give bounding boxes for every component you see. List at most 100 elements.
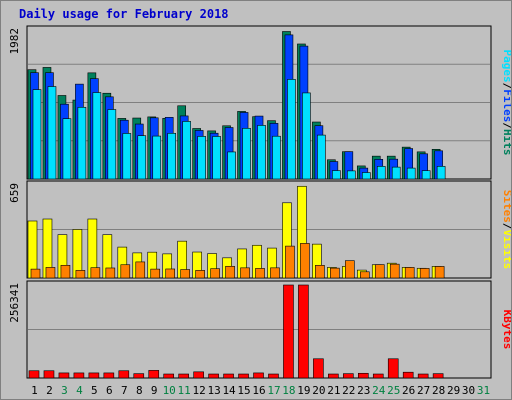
sites-bar (240, 267, 250, 279)
x-tick-label: 5 (91, 384, 98, 397)
pages-bar (257, 125, 266, 180)
hits-ymax-label: 1982 (8, 28, 21, 55)
pages-bar (317, 134, 326, 180)
hits-legend-part: Pages (501, 50, 511, 83)
pages-bar (302, 92, 311, 180)
sites-bar (389, 263, 400, 279)
x-tick-label: 1 (31, 384, 38, 397)
kbytes-bar (178, 373, 189, 379)
kbytes-bar (58, 372, 70, 379)
pages-bar (391, 166, 401, 180)
pages-bar (287, 79, 296, 180)
kbytes-bar (313, 358, 324, 379)
hits-legend-part: Files (501, 89, 511, 122)
pages-bar (182, 121, 191, 180)
visits-legend-part: / (501, 223, 511, 230)
kbytes-bar (163, 373, 175, 379)
sites-bar (210, 268, 220, 279)
x-tick-label: 13 (207, 384, 220, 397)
x-tick-label: 26 (402, 384, 415, 397)
sites-bar (330, 267, 340, 279)
pages-bar (32, 89, 42, 180)
sites-bar (60, 264, 71, 279)
pages-bar (62, 118, 72, 180)
sites-bar (359, 271, 370, 279)
x-tick-label: 27 (417, 384, 430, 397)
kbytes-bar (402, 371, 414, 379)
pages-bar (152, 135, 162, 180)
sites-bar (419, 268, 430, 279)
chart-title: Daily usage for February 2018 (19, 7, 229, 21)
pages-bar (406, 167, 416, 180)
sites-bar (300, 243, 310, 279)
sites-bar (434, 266, 445, 279)
pages-bar (421, 170, 431, 180)
kbytes-bar (372, 373, 384, 379)
kbytes-bar (268, 373, 279, 379)
sites-bar (225, 265, 235, 279)
kbytes-bar (88, 372, 100, 379)
sites-bar (270, 267, 280, 279)
sites-bar (195, 270, 205, 279)
pages-bar (107, 109, 117, 180)
x-tick-label: 23 (357, 384, 370, 397)
x-tick-label: 22 (342, 384, 355, 397)
kbytes-bar (238, 373, 249, 379)
x-tick-label: 12 (193, 384, 206, 397)
pages-bar (137, 135, 147, 180)
x-tick-label: 8 (136, 384, 143, 397)
x-tick-label: 28 (432, 384, 445, 397)
x-tick-label: 15 (237, 384, 250, 397)
x-tick-label: 2 (46, 384, 53, 397)
kbytes-legend-part: KBytes (501, 310, 511, 350)
kbytes-bar (103, 372, 115, 379)
x-tick-label: 21 (327, 384, 340, 397)
pages-bar (361, 172, 371, 180)
kbytes-bar (253, 372, 264, 379)
kbytes-bar (73, 372, 85, 379)
pages-bar (167, 132, 177, 180)
kbytes-bar (417, 373, 429, 379)
kbytes-bar (148, 370, 160, 379)
kbytes-bar (343, 373, 354, 379)
x-tick-label: 7 (121, 384, 128, 397)
kbytes-bar (193, 371, 204, 379)
pages-bar (47, 86, 57, 180)
x-tick-label: 30 (462, 384, 475, 397)
kbytes-ymax-label: 256341 (8, 283, 21, 323)
sites-bar (75, 270, 86, 279)
hits-legend-part: Hits (501, 129, 511, 156)
hits-legend-part: / (501, 83, 511, 90)
kbytes-legend: KBytes (501, 310, 511, 350)
pages-bar (197, 136, 206, 180)
visits-legend-part: Sites (501, 190, 511, 223)
pages-bar (212, 136, 221, 180)
pages-bar (77, 106, 87, 180)
kbytes-bar (133, 373, 145, 379)
kbytes-bar (283, 284, 294, 379)
sites-bar (315, 264, 325, 279)
kbytes-bar (432, 373, 444, 379)
pages-bar (376, 166, 386, 180)
kbytes-bar (298, 284, 309, 379)
sites-bar (90, 267, 101, 279)
x-tick-label: 11 (178, 384, 191, 397)
visits-ymax-label: 659 (8, 183, 21, 203)
x-tick-label: 10 (163, 384, 176, 397)
visits-legend-part: Visits (501, 230, 511, 270)
kbytes-bar (118, 370, 130, 379)
kbytes-bar (357, 372, 369, 379)
pages-bar (227, 151, 236, 180)
sites-bar (165, 268, 176, 279)
sites-bar (374, 264, 385, 279)
pages-bar (272, 135, 281, 180)
x-tick-label: 9 (151, 384, 158, 397)
kbytes-bar (28, 370, 40, 379)
sites-bar (180, 269, 190, 279)
x-tick-label: 3 (61, 384, 68, 397)
pages-bar (122, 133, 132, 180)
x-tick-label: 25 (387, 384, 400, 397)
sites-bar (45, 267, 56, 279)
